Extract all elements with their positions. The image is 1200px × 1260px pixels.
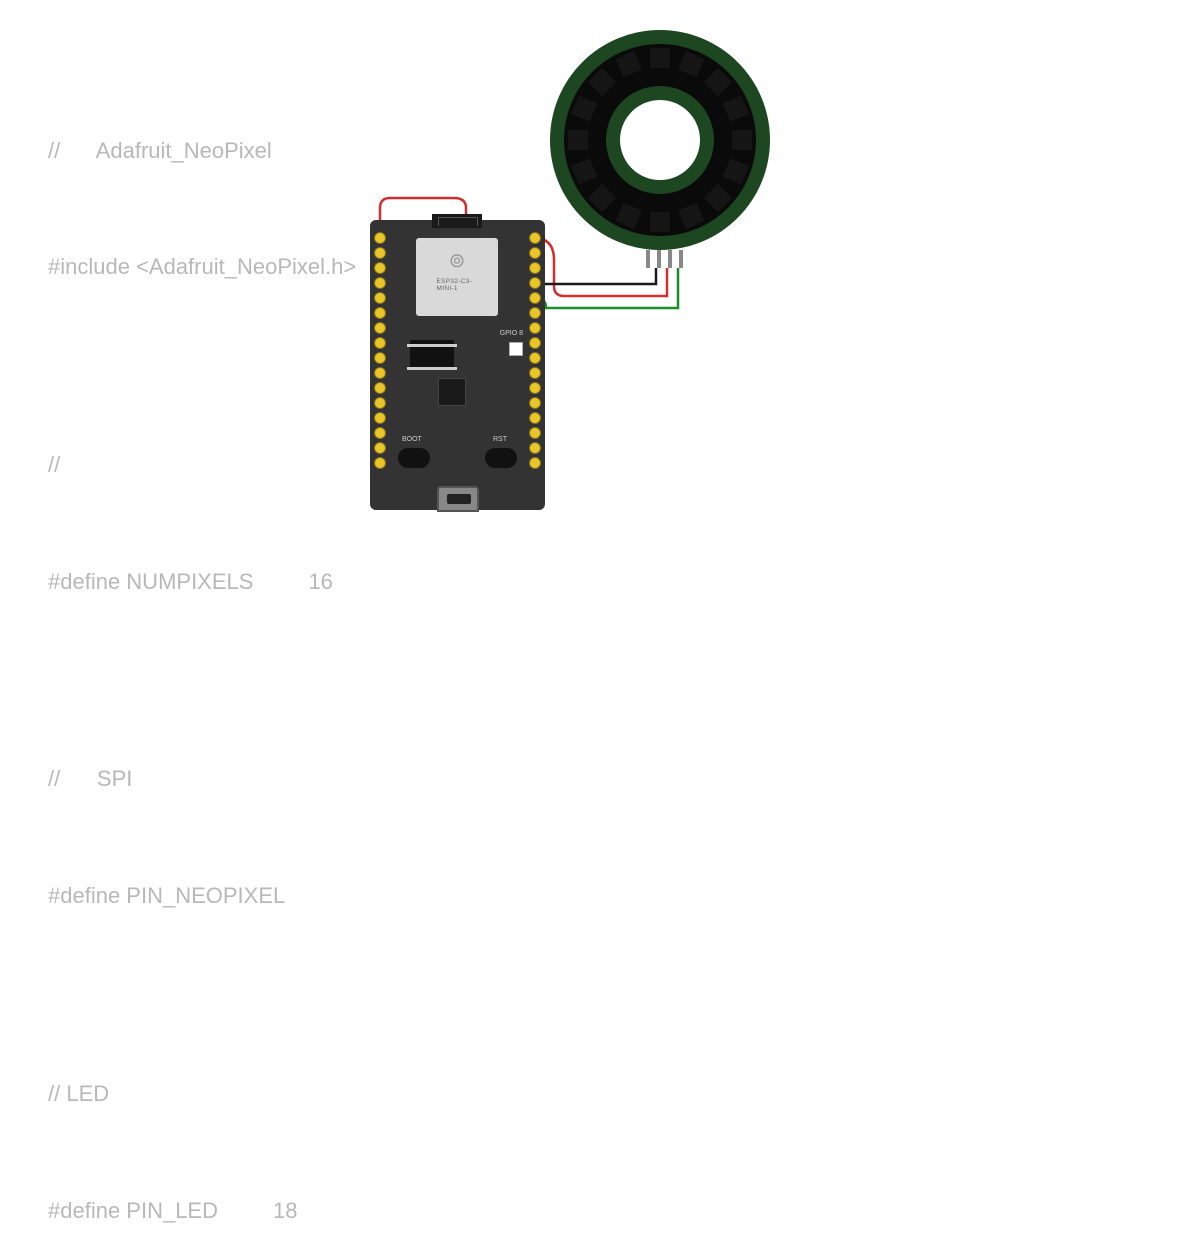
neopixel-led: [568, 130, 588, 150]
pin-header-left: [374, 232, 386, 469]
boot-label: BOOT: [402, 436, 422, 443]
reset-button[interactable]: [485, 448, 517, 468]
code-line-11: #define PIN_LED 18: [48, 1193, 356, 1229]
neopixel-ring: [550, 30, 770, 250]
wiring-diagram: ⊚ ESP32-C3-MINI-1 GPIO 8 BOOT RST: [370, 30, 870, 510]
code-block: // Adafruit_NeoPixel #include <Adafruit_…: [48, 60, 356, 1260]
neopixel-led: [650, 212, 670, 232]
ring-center-hole: [620, 100, 700, 180]
rgb-led-icon: [509, 342, 523, 356]
ring-connector-pins: [646, 250, 683, 268]
espressif-logo-icon: ⊚: [444, 248, 470, 274]
usb-port-icon: [437, 486, 479, 512]
ring-pin: [679, 250, 683, 268]
gpio8-label: GPIO 8: [500, 330, 523, 337]
boot-button[interactable]: [398, 448, 430, 468]
voltage-regulator-icon: [410, 340, 454, 368]
ring-pin: [668, 250, 672, 268]
ring-pin: [657, 250, 661, 268]
small-chip-icon: [438, 378, 466, 406]
chip-label: ESP32-C3-MINI-1: [437, 278, 478, 292]
code-line-10: // LED: [48, 1076, 356, 1112]
code-line-1: // Adafruit_NeoPixel: [48, 133, 356, 169]
code-line-7: // SPI: [48, 761, 356, 797]
code-line-4: //: [48, 447, 356, 483]
neopixel-led: [732, 130, 752, 150]
code-line-2: #include <Adafruit_NeoPixel.h>: [48, 249, 356, 285]
neopixel-led: [650, 48, 670, 68]
chip-shield: ⊚ ESP32-C3-MINI-1: [416, 238, 498, 316]
rst-label: RST: [493, 436, 507, 443]
code-line-8: #define PIN_NEOPIXEL: [48, 878, 356, 914]
code-line-5: #define NUMPIXELS 16: [48, 564, 356, 600]
ring-pin: [646, 250, 650, 268]
antenna-icon: [432, 214, 482, 228]
esp32-board: ⊚ ESP32-C3-MINI-1 GPIO 8 BOOT RST: [370, 220, 545, 510]
pin-header-right: [529, 232, 541, 469]
